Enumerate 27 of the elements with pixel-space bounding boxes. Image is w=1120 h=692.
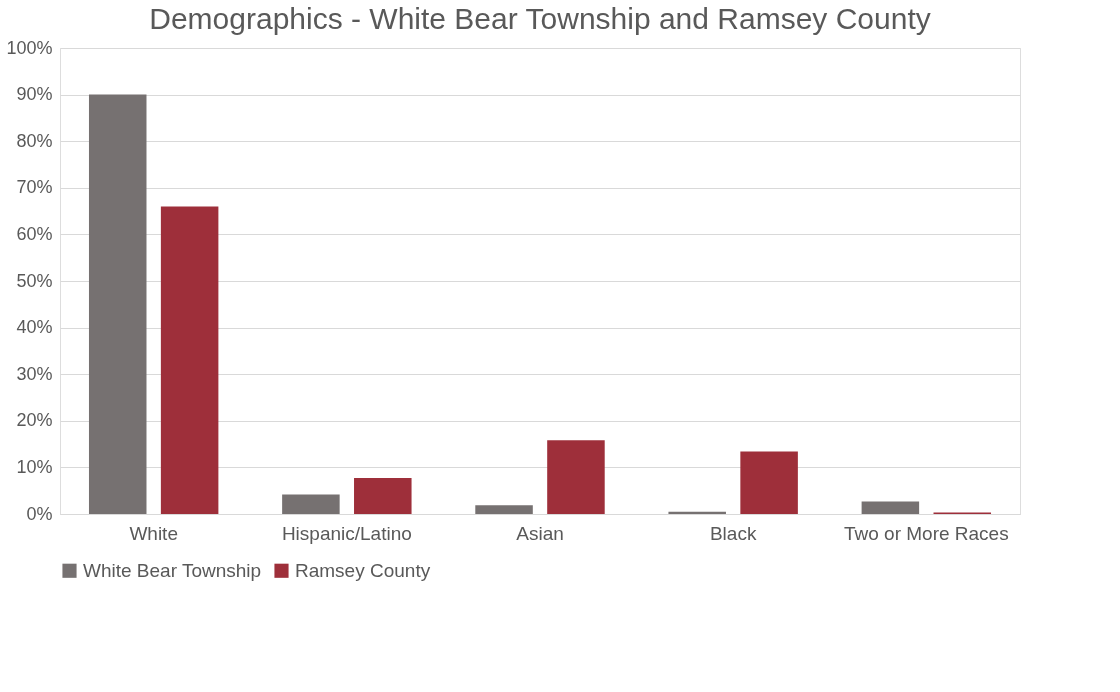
bar (861, 501, 920, 514)
bar (354, 478, 412, 514)
x-tick-label: Asian (516, 522, 564, 544)
x-tick-label: White (129, 522, 178, 544)
legend-label: Ramsey County (295, 559, 431, 581)
chart-title: Demographics - White Bear Township and Ramsey County (149, 2, 931, 35)
x-tick-label: Two or More Races (843, 522, 1009, 544)
y-tick-label: 80% (16, 130, 53, 151)
bar (282, 494, 340, 514)
bar (547, 440, 605, 514)
y-tick-label: 30% (16, 363, 53, 384)
bar (475, 505, 533, 514)
bar (88, 94, 147, 514)
y-tick-label: 70% (16, 177, 53, 198)
y-tick-label: 0% (26, 503, 53, 524)
x-tick-label: Black (709, 522, 757, 544)
y-tick-label: 10% (16, 456, 53, 477)
y-tick-label: 20% (16, 410, 53, 431)
y-tick-label: 60% (16, 223, 53, 244)
legend-label: White Bear Township (83, 559, 262, 581)
y-tick-label: 90% (16, 84, 53, 105)
y-tick-label: 40% (16, 317, 53, 338)
y-tick-label: 50% (16, 270, 53, 291)
x-tick-label: Hispanic/Latino (281, 522, 412, 544)
bar (160, 206, 219, 514)
y-tick-label: 100% (6, 37, 53, 58)
bar (740, 451, 798, 514)
